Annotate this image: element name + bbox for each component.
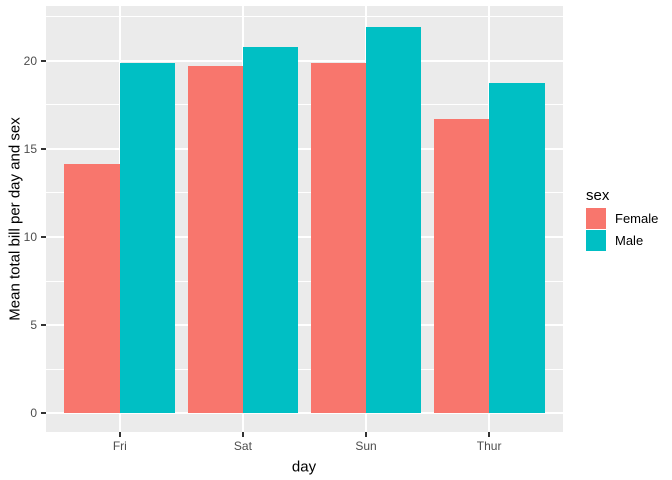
gridline-major-y [46,412,563,415]
gridline-minor-y [46,368,563,370]
x-tick-label-thur: Thur [476,439,502,453]
x-tick-label-sat: Sat [233,439,252,453]
bar-sun-male [366,27,422,414]
bar-thur-male [489,83,545,414]
x-tick-mark [118,432,121,437]
y-tick-label: 20 [23,53,37,68]
legend-items: Female Male [586,208,658,251]
legend-title: sex [586,187,610,204]
gridline-major-y [46,236,563,239]
bar-sat-male [242,46,299,414]
bar-sat-female [187,66,243,414]
gridline-major-y [46,324,563,327]
plot-panel [46,6,563,432]
gridline-minor-y [46,192,563,194]
legend-key-female [586,208,606,229]
y-tick-mark [41,324,46,327]
legend-key-male [586,230,606,251]
x-axis-title: day [291,458,317,476]
gridline-minor-y [46,16,563,18]
legend-label-male: Male [615,233,644,248]
y-tick-label: 10 [23,230,37,245]
y-tick-mark [41,147,46,150]
gridline-minor-y [46,280,563,282]
y-tick-label: 15 [23,141,37,156]
y-tick-mark [41,236,46,239]
y-tick-mark [41,59,46,62]
x-tick-mark [365,432,368,437]
legend-item-male: Male [586,230,658,251]
gridline-major-y [46,147,563,150]
y-tick-label: 0 [30,406,37,421]
legend-item-female: Female [586,208,658,229]
y-tick-mark [41,412,46,415]
y-tick-label: 5 [30,318,37,333]
legend-label-female: Female [615,211,659,226]
gridline-major-y [46,59,563,62]
bar-fri-male [119,63,176,414]
bar-thur-female [433,118,490,414]
legend: sex Female Male [586,187,658,252]
bar-sun-female [310,62,367,414]
gridline-minor-y [46,104,563,106]
x-tick-mark [241,432,244,437]
x-tick-mark [488,432,491,437]
x-tick-label-fri: Fri [112,439,127,453]
x-tick-label-sun: Sun [355,439,377,453]
bar-fri-female [64,163,120,414]
